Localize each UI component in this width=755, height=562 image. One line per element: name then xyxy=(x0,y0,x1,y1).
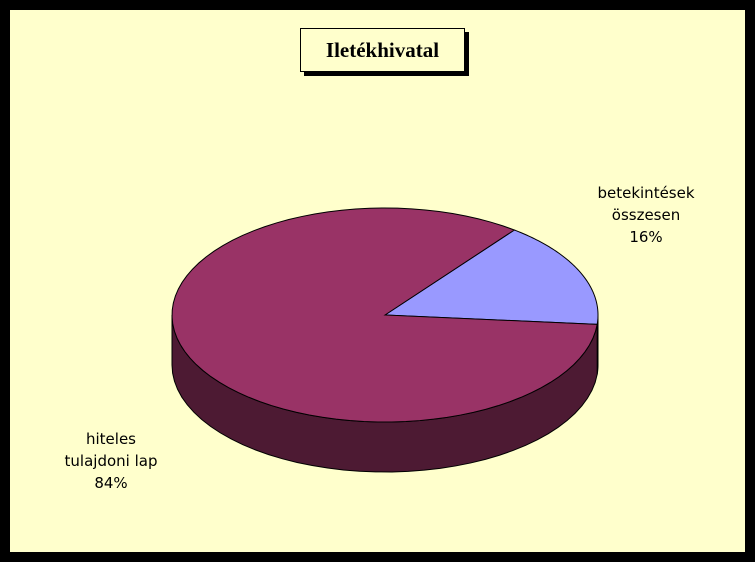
category-label: hiteles tulajdoni lap xyxy=(64,430,158,470)
slice-label: hiteles tulajdoni lap 84% xyxy=(52,428,170,494)
category-label: betekintések összesen xyxy=(597,184,695,224)
chart-title: Iletékhivatal xyxy=(325,37,440,62)
pie-slice xyxy=(171,207,598,423)
chart-title-box: Iletékhivatal xyxy=(300,28,465,72)
chart xyxy=(171,207,599,473)
chart-area: Iletékhivatal betekintések összesen 16% … xyxy=(10,10,745,552)
pie-slice xyxy=(383,229,599,325)
value-label: 84% xyxy=(94,474,128,492)
value-label: 16% xyxy=(629,228,663,246)
slice-label: betekintések összesen 16% xyxy=(590,182,702,248)
